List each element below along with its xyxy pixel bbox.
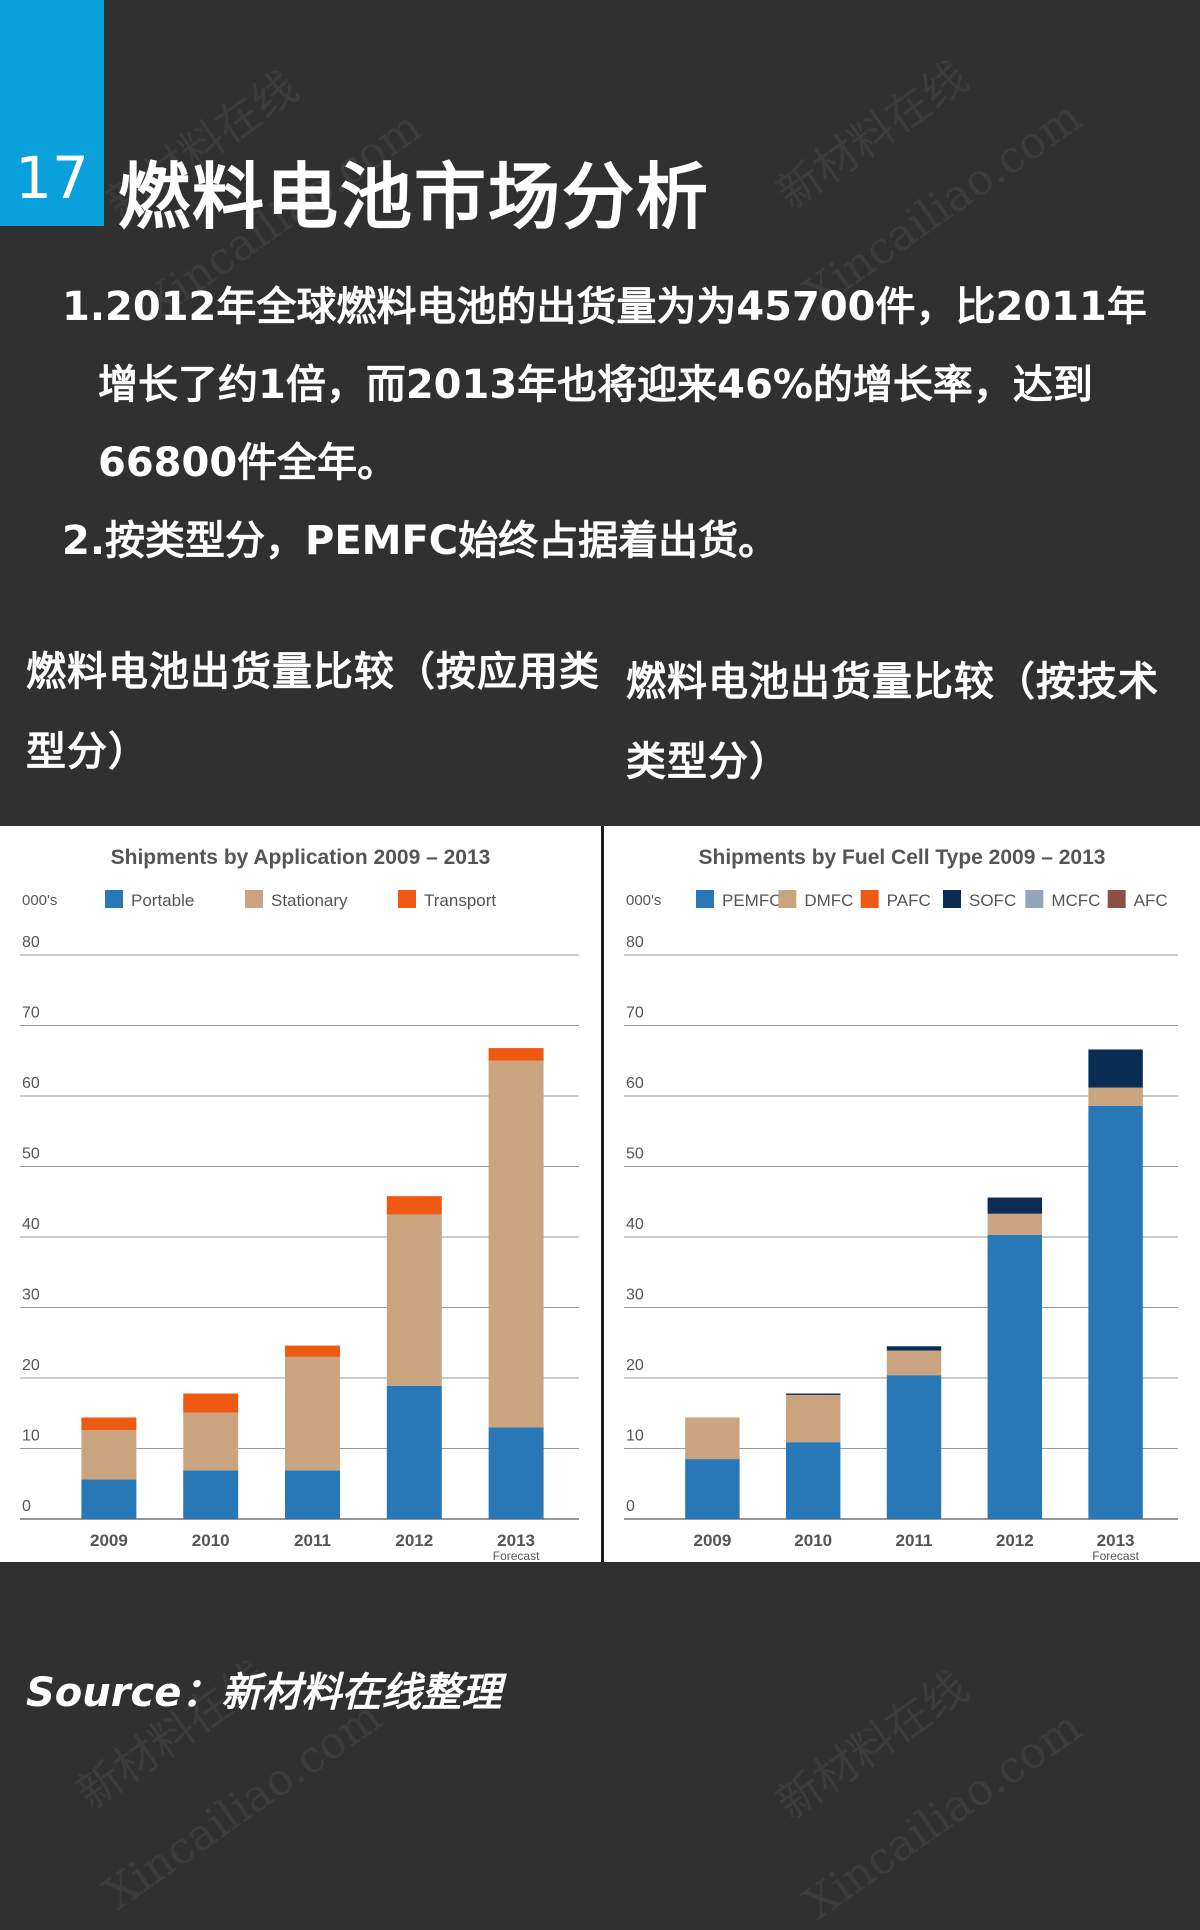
right-chart-subtitle: 燃料电池出货量比较（按技术类型分） <box>626 659 1159 785</box>
bar-segment <box>886 1350 942 1376</box>
legend-swatch <box>778 890 797 908</box>
bar-segment <box>987 1234 1043 1519</box>
y-tick-label: 20 <box>22 1357 40 1374</box>
bar-segment <box>488 1427 544 1519</box>
legend-label: PAFC <box>887 891 931 910</box>
left-chart-subtitle: 燃料电池出货量比较（按应用类型分） <box>26 649 600 775</box>
bar-segment <box>285 1356 340 1471</box>
bar-segment <box>183 1470 239 1519</box>
point-1: 1.2012年全球燃料电池的出货量为为45700件，比2011年增长了约1倍，而… <box>62 284 1147 486</box>
bar-segment <box>1088 1105 1143 1519</box>
bar-segment <box>81 1479 137 1519</box>
bar-segment <box>987 1197 1043 1214</box>
legend-label: DMFC <box>804 891 853 910</box>
y-tick-label: 50 <box>626 1146 644 1163</box>
y-tick-label: 70 <box>626 1005 644 1022</box>
x-tick-note: Forecast <box>1092 1549 1139 1562</box>
legend-swatch <box>398 890 416 908</box>
bar-segment <box>886 1346 942 1351</box>
y-tick-label: 50 <box>22 1146 40 1163</box>
y-tick-label: 60 <box>22 1075 40 1092</box>
x-tick-label: 2013 <box>1097 1531 1135 1550</box>
bar-segment <box>285 1345 340 1357</box>
fuel-type-chart: Shipments by Fuel Cell Type 2009 – 2013 0… <box>624 846 1178 1562</box>
key-points: 1.2012年全球燃料电池的出货量为为45700件，比2011年增长了约1倍，而… <box>62 268 1182 580</box>
y-tick-label: 30 <box>626 1287 644 1304</box>
source-note: Source：新材料在线整理 <box>26 1670 502 1716</box>
bar-segment <box>386 1385 442 1519</box>
legend-swatch <box>105 890 123 908</box>
chart-title: Shipments by Fuel Cell Type 2009 – 2013 <box>699 846 1106 869</box>
legend-label: SOFC <box>969 891 1016 910</box>
y-tick-label: 60 <box>626 1075 644 1092</box>
legend-label: MCFC <box>1051 891 1100 910</box>
bar-segment <box>81 1430 137 1480</box>
bar-segment <box>785 1393 841 1395</box>
bar-segment <box>488 1048 544 1061</box>
bar-segment <box>488 1060 544 1428</box>
y-tick-label: 80 <box>22 934 40 951</box>
bar-segment <box>1088 1049 1143 1088</box>
x-tick-label: 2012 <box>395 1531 433 1550</box>
legend-swatch <box>1025 890 1044 908</box>
legend-label: Stationary <box>271 891 348 910</box>
bar-segment <box>987 1213 1043 1235</box>
y-tick-label: 40 <box>626 1216 644 1233</box>
legend-swatch <box>943 890 961 908</box>
bar-segment <box>785 1442 841 1519</box>
legend-swatch <box>1107 890 1126 908</box>
bar-segment <box>285 1470 340 1519</box>
bar-segment <box>685 1417 740 1460</box>
x-tick-label: 2010 <box>794 1531 832 1550</box>
slide-number-badge: 17 <box>0 0 104 226</box>
chart-divider <box>601 826 604 1562</box>
point-2: 2.按类型分，PEMFC始终占据着出货。 <box>62 518 779 564</box>
bar-segment <box>886 1375 942 1519</box>
x-tick-label: 2009 <box>693 1531 731 1550</box>
y-tick-label: 0 <box>22 1498 31 1515</box>
legend-label: Transport <box>424 891 496 910</box>
y-tick-label: 20 <box>626 1357 644 1374</box>
y-tick-label: 40 <box>22 1216 40 1233</box>
x-tick-note: Forecast <box>493 1549 540 1562</box>
x-tick-label: 2011 <box>896 1531 933 1550</box>
y-tick-label: 70 <box>22 1005 40 1022</box>
bar-segment <box>685 1459 740 1519</box>
x-tick-label: 2010 <box>192 1531 230 1550</box>
legend-swatch <box>696 890 714 908</box>
bar-segment <box>785 1394 841 1443</box>
x-tick-label: 2011 <box>294 1531 331 1550</box>
y-axis-unit-label: 000's <box>22 892 57 909</box>
y-tick-label: 10 <box>22 1428 40 1445</box>
chart-title: Shipments by Application 2009 – 2013 <box>111 846 491 869</box>
application-chart-panel: Shipments by Application 2009 – 2013 000'… <box>0 826 601 1562</box>
y-tick-label: 0 <box>626 1498 635 1515</box>
fuel-type-chart-panel: Shipments by Fuel Cell Type 2009 – 2013 0… <box>604 826 1200 1562</box>
x-tick-label: 2009 <box>90 1531 128 1550</box>
bar-segment <box>183 1393 239 1413</box>
x-tick-label: 2013 <box>497 1531 535 1550</box>
legend-label: AFC <box>1134 891 1168 910</box>
legend-label: Portable <box>131 891 194 910</box>
legend-swatch <box>245 890 263 908</box>
y-tick-label: 30 <box>22 1287 40 1304</box>
y-axis-unit-label: 000's <box>626 892 661 909</box>
legend-swatch <box>860 890 879 908</box>
bar-segment <box>1088 1087 1143 1106</box>
slide-number: 17 <box>15 144 89 212</box>
bar-segment <box>386 1214 442 1386</box>
y-tick-label: 80 <box>626 934 644 951</box>
legend-label: PEMFC <box>722 891 782 910</box>
bar-segment <box>183 1412 239 1471</box>
bar-segment <box>386 1196 442 1215</box>
x-tick-label: 2012 <box>996 1531 1034 1550</box>
y-tick-label: 10 <box>626 1428 644 1445</box>
bar-segment <box>81 1417 137 1431</box>
page-title: 燃料电池市场分析 <box>118 155 711 239</box>
application-chart: Shipments by Application 2009 – 2013 000'… <box>20 846 579 1562</box>
